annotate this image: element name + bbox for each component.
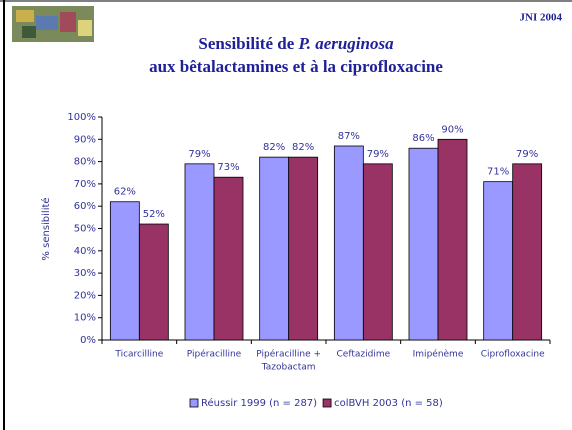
value-label: 87% (338, 131, 360, 142)
x-tick-label: Imipénème (413, 349, 464, 360)
y-tick-label: 100% (67, 112, 96, 123)
y-tick-label: 50% (74, 224, 96, 235)
value-label: 71% (487, 167, 509, 178)
bar (109, 201, 140, 341)
value-label: 79% (367, 149, 389, 160)
x-tick-label: Ticarcilline (114, 350, 163, 360)
y-tick-label: 80% (74, 157, 96, 168)
x-tick-label: Tazobactam (261, 363, 316, 373)
y-tick-label: 60% (74, 201, 96, 212)
value-label: 82% (292, 142, 314, 153)
bar (138, 223, 169, 341)
legend-label: Réussir 1999 (n = 287) (201, 397, 317, 409)
value-label: 52% (143, 209, 165, 220)
bar (288, 156, 319, 341)
y-tick-label: 30% (74, 268, 96, 279)
x-tick-label: Pipéracilline (187, 349, 242, 360)
x-tick-label: Ceftazidime (337, 350, 391, 360)
y-axis-label: % sensibilité (40, 197, 52, 260)
header-tag: JNI 2004 (520, 12, 563, 24)
y-tick-label: 40% (74, 246, 96, 257)
bar (483, 181, 514, 341)
logo (12, 6, 94, 42)
bar (184, 163, 215, 341)
value-label: 62% (114, 187, 136, 198)
y-tick-label: 10% (74, 313, 96, 324)
value-label: 82% (263, 142, 285, 153)
legend-label: colBVH 2003 (n = 58) (334, 398, 443, 409)
legend-swatch (189, 398, 199, 408)
bar (333, 145, 364, 341)
y-tick-label: 0% (80, 335, 96, 346)
value-label: 90% (441, 124, 463, 135)
bar (362, 163, 393, 341)
legend: Réussir 1999 (n = 287) colBVH 2003 (n = 5… (189, 397, 443, 409)
x-tick-label: Ciprofloxacine (481, 350, 545, 360)
legend-swatch (322, 398, 332, 408)
chart-subtitle: aux bêtalactamines et à la ciprofloxacin… (149, 57, 443, 76)
title-part: P. aeruginosa (298, 34, 395, 53)
bar (512, 163, 543, 341)
chart-title: Sensibilité de P. aeruginosa (198, 34, 394, 53)
bar (213, 176, 244, 341)
y-tick-label: 70% (74, 179, 96, 190)
bar (408, 147, 439, 341)
title-part: Sensibilité de (198, 34, 298, 53)
value-label: 73% (217, 162, 239, 173)
value-label: 86% (412, 133, 434, 144)
y-tick-label: 90% (74, 134, 96, 145)
value-label: 79% (516, 149, 538, 160)
y-tick-label: 20% (74, 290, 96, 301)
x-tick-label: Pipéracilline + (256, 349, 321, 360)
bar (259, 156, 290, 341)
value-label: 79% (188, 149, 210, 160)
bar (437, 138, 468, 341)
